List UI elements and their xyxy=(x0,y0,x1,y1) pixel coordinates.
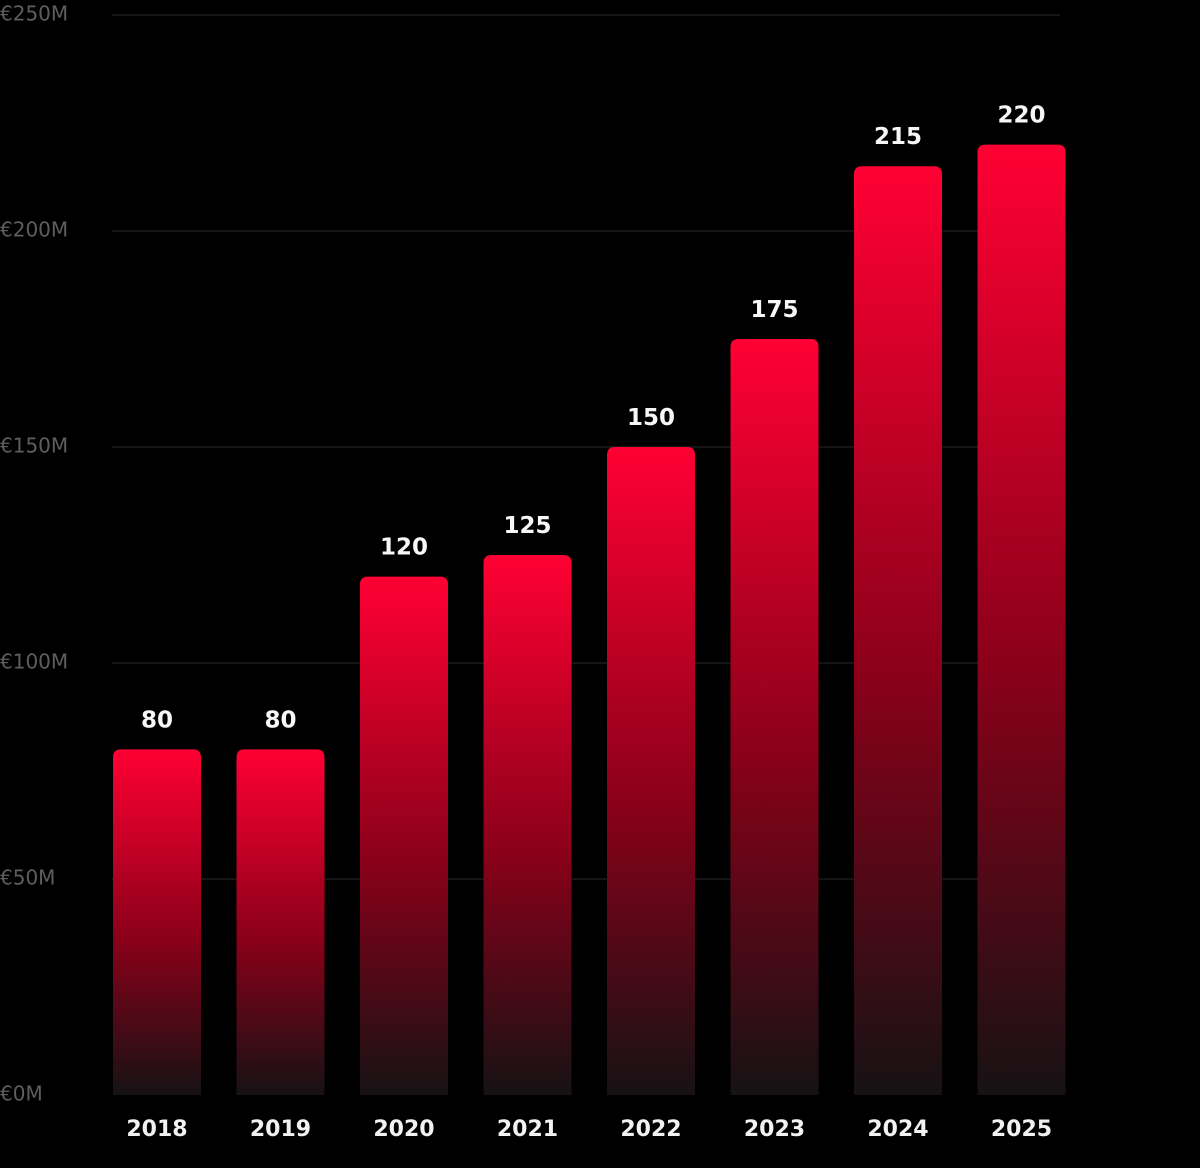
y-tick-label: €250M xyxy=(0,2,68,26)
x-tick-label-2019: 2019 xyxy=(250,1117,311,1142)
bar-2021 xyxy=(483,555,572,1095)
data-label-2022: 150 xyxy=(627,405,675,431)
y-tick-label: €0M xyxy=(0,1082,43,1106)
bars xyxy=(113,144,1066,1096)
x-axis-ticks: 2018 2019 2020 2021 2022 2023 2024 2025 xyxy=(126,1117,1052,1142)
bar-2020 xyxy=(360,576,448,1095)
bar-2025 xyxy=(977,144,1066,1096)
y-tick-label: €100M xyxy=(0,650,68,674)
data-label-2023: 175 xyxy=(750,297,798,323)
data-label-2018: 80 xyxy=(141,707,173,733)
data-label-2025: 220 xyxy=(997,103,1045,129)
data-labels: 80 80 120 125 150 175 215 220 xyxy=(141,103,1046,734)
data-label-2021: 125 xyxy=(503,513,551,539)
y-axis-ticks: €0M €50M €100M €150M €200M €250M xyxy=(0,2,68,1106)
x-tick-label-2022: 2022 xyxy=(620,1117,681,1142)
x-tick-label-2018: 2018 xyxy=(126,1117,187,1142)
x-tick-label-2024: 2024 xyxy=(867,1117,928,1142)
x-tick-label-2021: 2021 xyxy=(497,1117,558,1142)
x-tick-label-2023: 2023 xyxy=(744,1117,805,1142)
bar-2019 xyxy=(236,749,325,1095)
data-label-2019: 80 xyxy=(264,707,296,733)
y-tick-label: €50M xyxy=(0,866,55,890)
bar-2023 xyxy=(730,339,819,1095)
data-label-2020: 120 xyxy=(380,535,428,561)
x-tick-label-2020: 2020 xyxy=(373,1117,434,1142)
x-tick-label-2025: 2025 xyxy=(991,1117,1052,1142)
y-tick-label: €200M xyxy=(0,218,68,242)
data-label-2024: 215 xyxy=(874,124,922,150)
y-tick-label: €150M xyxy=(0,434,68,458)
bar-2022 xyxy=(607,447,695,1095)
bar-2018 xyxy=(113,749,201,1095)
bar-2024 xyxy=(854,166,942,1095)
